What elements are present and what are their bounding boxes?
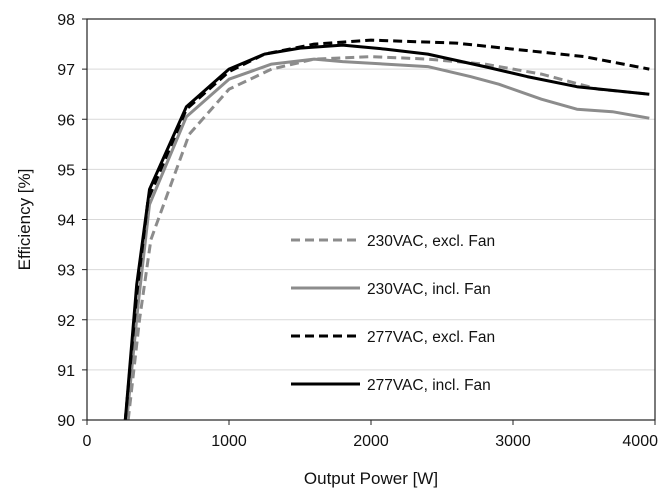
- x-tick-label: 0: [83, 433, 92, 450]
- legend-label-277vac-incl-fan: 277VAC, incl. Fan: [367, 377, 491, 394]
- y-tick-label: 90: [57, 413, 75, 430]
- y-tick-label: 97: [57, 62, 75, 79]
- x-tick-label: 2000: [353, 433, 389, 450]
- legend-label-230vac-excl-fan: 230VAC, excl. Fan: [367, 233, 495, 250]
- x-tick-label: 3000: [495, 433, 531, 450]
- y-tick-label: 96: [57, 112, 75, 129]
- legend: 230VAC, excl. Fan 230VAC, incl. Fan 277VAC…: [291, 233, 495, 394]
- y-tick-label: 95: [57, 162, 75, 179]
- series-line-230vac-incl-fan: [125, 57, 650, 421]
- y-tick-label: 92: [57, 313, 75, 330]
- x-axis-label: Output Power [W]: [304, 469, 438, 488]
- series-line-277vac-excl-fan: [123, 38, 650, 421]
- series-line-230vac-excl-fan: [126, 55, 650, 421]
- y-tick-label: 94: [57, 213, 75, 230]
- legend-label-230vac-incl-fan: 230VAC, incl. Fan: [367, 281, 491, 298]
- series-line-277vac-incl-fan: [123, 43, 650, 421]
- x-tick-label: 1000: [211, 433, 247, 450]
- y-axis-label: Efficiency [%]: [15, 169, 34, 271]
- legend-label-277vac-excl-fan: 277VAC, excl. Fan: [367, 329, 495, 346]
- grid: [87, 68, 655, 371]
- x-tick-label: 4000: [622, 433, 658, 450]
- y-tick-label: 93: [57, 263, 75, 280]
- series-lines: [123, 38, 650, 421]
- y-tick-label: 91: [57, 363, 75, 380]
- axis-ticks: 90 91 92 93 94 95 96 97 98 0 1000 2000 3000 4000: [57, 12, 658, 450]
- y-tick-label: 98: [57, 12, 75, 29]
